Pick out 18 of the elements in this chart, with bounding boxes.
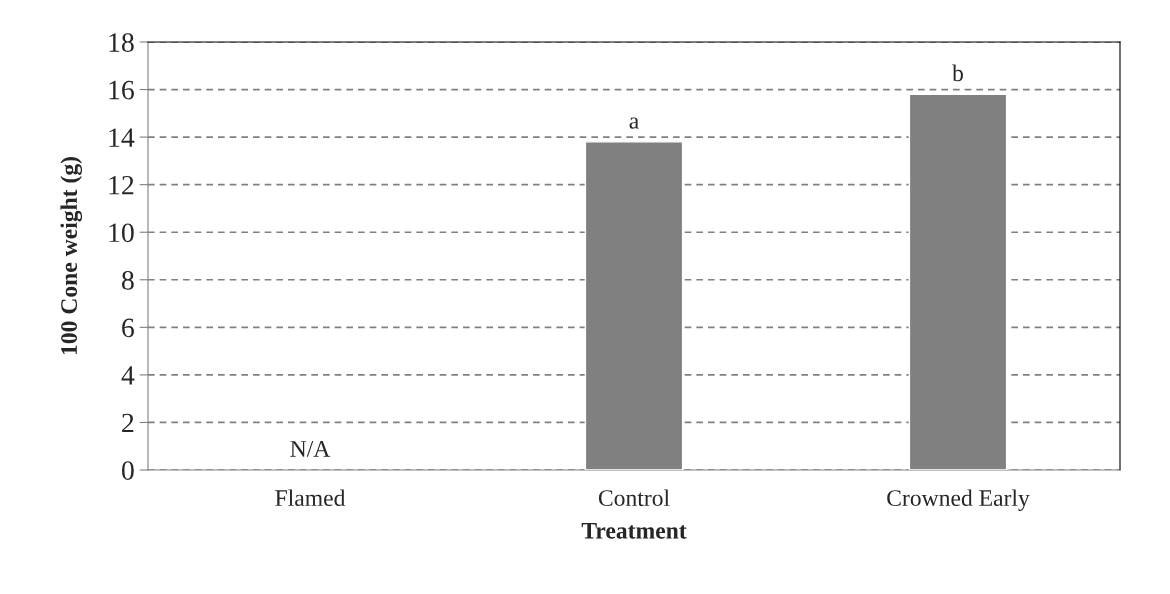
y-tick-label: 12 [109,175,134,195]
y-tick-label: 8 [121,270,134,290]
y-tick-label: 2 [122,413,134,433]
data-label: b [952,64,963,82]
x-tick-label: Crowned Early [887,489,1030,511]
text: N/A [290,441,331,457]
x-tick-label: Control [598,489,670,507]
y-tick-label: 4 [121,366,135,385]
y-tick-label: 10 [109,223,134,243]
y-tick-label: 0 [121,461,134,480]
x-axis-title: Treatment [581,522,687,539]
data-label: a [629,117,639,129]
y-axis-title: 100 Cone weight (g) [60,157,83,355]
y-tick-label: 18 [109,33,134,52]
y-tick-label: 6 [122,318,134,338]
y-tick-label: 14 [109,128,135,147]
x-tick-label: Flamed [275,489,346,507]
y-tick-label: 16 [109,80,134,100]
